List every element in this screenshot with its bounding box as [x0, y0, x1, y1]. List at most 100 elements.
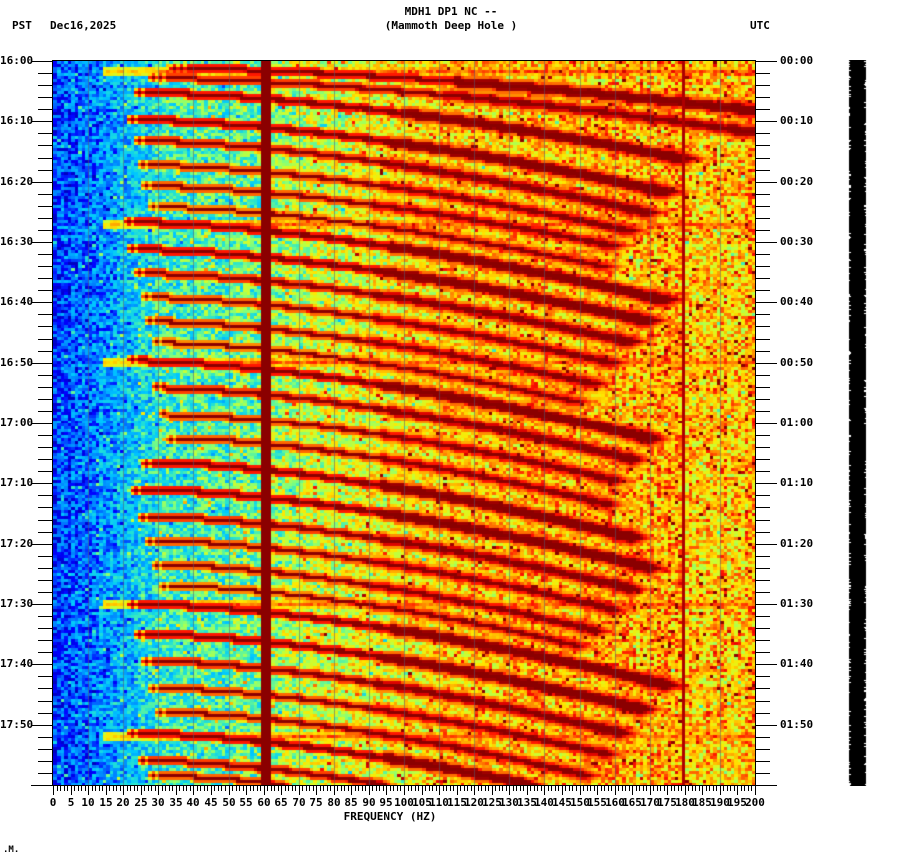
freq-tick-major	[597, 786, 598, 795]
freq-tick-minor	[692, 786, 693, 791]
freq-tick-minor	[530, 786, 531, 791]
time-tick-minor-right	[756, 351, 770, 352]
time-tick-major-left	[31, 363, 52, 364]
time-tick-minor-right	[756, 158, 770, 159]
freq-tick-minor	[130, 786, 131, 791]
freq-tick-minor	[250, 786, 251, 791]
freq-tick-minor	[99, 786, 100, 791]
time-tick-minor-left	[38, 701, 52, 702]
freq-label: 115	[447, 796, 467, 809]
freq-tick-minor	[495, 786, 496, 791]
freq-label: 135	[517, 796, 537, 809]
freq-tick-minor	[443, 786, 444, 791]
time-tick-major-right	[756, 61, 777, 62]
freq-tick-minor	[425, 786, 426, 791]
time-tick-major-left	[31, 544, 52, 545]
time-tick-minor-right	[756, 640, 770, 641]
freq-label: 65	[274, 796, 288, 809]
time-tick-minor-right	[756, 97, 770, 98]
time-tick-minor-right	[756, 73, 770, 74]
freq-tick-minor	[502, 786, 503, 791]
freq-tick-minor	[611, 786, 612, 791]
freq-tick-minor	[179, 786, 180, 791]
time-tick-minor-right	[756, 495, 770, 496]
time-tick-major-right	[756, 544, 777, 545]
freq-tick-minor	[165, 786, 166, 791]
freq-tick-major	[281, 786, 282, 795]
freq-tick-minor	[362, 786, 363, 791]
time-tick-major-right	[756, 182, 777, 183]
time-label-right: 01:20	[780, 537, 814, 550]
time-tick-major-right	[756, 121, 777, 122]
freq-tick-minor	[572, 786, 573, 791]
freq-tick-minor	[727, 786, 728, 791]
freq-label: 25	[134, 796, 148, 809]
freq-tick-major	[457, 786, 458, 795]
freq-label: 145	[552, 796, 572, 809]
time-label-right: 01:40	[780, 657, 814, 670]
time-tick-minor-right	[756, 459, 770, 460]
time-tick-minor-left	[38, 495, 52, 496]
freq-tick-minor	[85, 786, 86, 791]
page-title: MDH1 DP1 NC --	[404, 5, 498, 18]
freq-tick-minor	[278, 786, 279, 791]
freq-tick-minor	[436, 786, 437, 791]
time-tick-major-left	[31, 664, 52, 665]
time-tick-minor-left	[38, 278, 52, 279]
time-label-left: 16:20	[0, 175, 34, 188]
time-tick-minor-left	[38, 158, 52, 159]
freq-tick-minor	[520, 786, 521, 791]
freq-tick-major	[702, 786, 703, 795]
freq-tick-minor	[415, 786, 416, 791]
freq-tick-minor	[709, 786, 710, 791]
time-tick-minor-left	[38, 266, 52, 267]
freq-tick-minor	[190, 786, 191, 791]
freq-label: 35	[169, 796, 183, 809]
time-tick-minor-left	[38, 640, 52, 641]
freq-label: 5	[67, 796, 75, 809]
time-tick-major-left	[31, 242, 52, 243]
time-tick-minor-right	[756, 85, 770, 86]
time-tick-minor-left	[38, 773, 52, 774]
freq-tick-minor	[485, 786, 486, 791]
time-tick-minor-left	[38, 713, 52, 714]
freq-tick-minor	[678, 786, 679, 791]
freq-tick-minor	[583, 786, 584, 791]
freq-tick-minor	[257, 786, 258, 791]
time-tick-minor-right	[756, 133, 770, 134]
freq-tick-minor	[488, 786, 489, 791]
freq-tick-major	[580, 786, 581, 795]
time-tick-minor-right	[756, 109, 770, 110]
freq-tick-major	[229, 786, 230, 795]
freq-label: 90	[362, 796, 376, 809]
freq-tick-major	[246, 786, 247, 795]
freq-label: 20	[116, 796, 130, 809]
freq-tick-minor	[302, 786, 303, 791]
time-tick-minor-right	[756, 387, 770, 388]
x-axis-label: FREQUENCY (HZ)	[343, 810, 437, 823]
time-tick-major-right	[756, 242, 777, 243]
time-tick-minor-left	[38, 73, 52, 74]
time-tick-minor-right	[756, 737, 770, 738]
freq-tick-minor	[372, 786, 373, 791]
freq-tick-minor	[397, 786, 398, 791]
freq-tick-minor	[723, 786, 724, 791]
freq-label: 175	[657, 796, 677, 809]
freq-tick-minor	[400, 786, 401, 791]
freq-label: 200	[745, 796, 765, 809]
freq-tick-minor	[513, 786, 514, 791]
freq-tick-minor	[471, 786, 472, 791]
freq-tick-major	[474, 786, 475, 795]
freq-tick-minor	[151, 786, 152, 791]
freq-tick-minor	[622, 786, 623, 791]
time-tick-minor-left	[38, 435, 52, 436]
freq-tick-major	[527, 786, 528, 795]
time-label-left: 17:10	[0, 476, 34, 489]
freq-tick-minor	[674, 786, 675, 791]
freq-label: 15	[99, 796, 113, 809]
freq-tick-minor	[376, 786, 377, 791]
time-label-right: 00:20	[780, 175, 814, 188]
freq-tick-minor	[576, 786, 577, 791]
time-tick-minor-left	[38, 133, 52, 134]
freq-tick-major	[351, 786, 352, 795]
